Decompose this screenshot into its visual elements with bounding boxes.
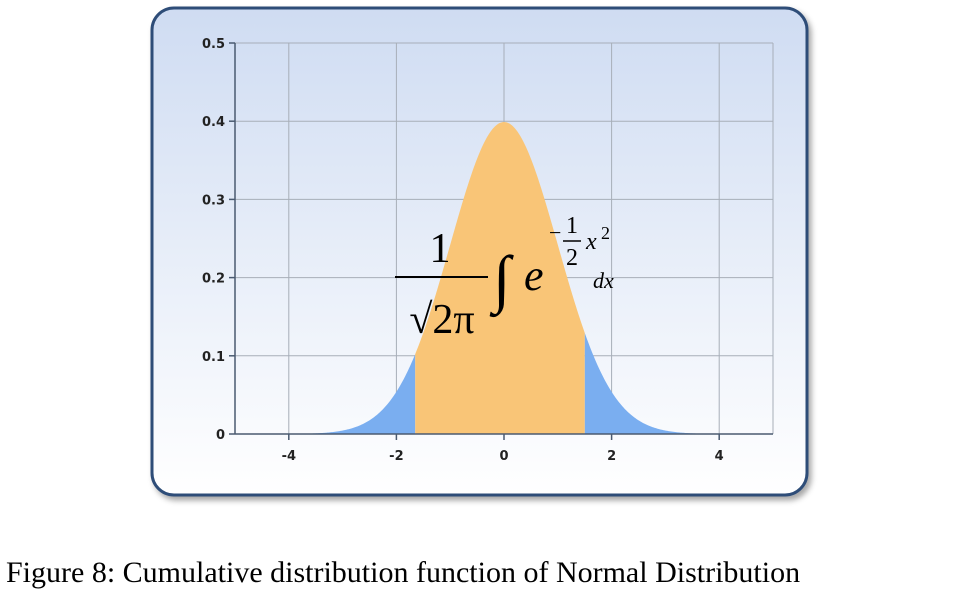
formula-exponent-minus: −	[549, 220, 561, 245]
x-tick-label: 0	[499, 449, 508, 464]
y-tick-label: 0.2	[202, 272, 225, 287]
y-tick-label: 0	[216, 428, 225, 443]
formula: 1 √2π ∫ e − 1 2 x 2 dx	[395, 213, 614, 343]
x-tick-labels: -4 -2 0 2 4	[282, 449, 724, 464]
y-tick-label: 0.1	[202, 350, 225, 365]
formula-exponent-numerator: 1	[566, 213, 578, 239]
x-tick-label: 4	[715, 449, 724, 464]
center-area	[415, 122, 585, 434]
formula-integral: ∫	[489, 243, 514, 318]
formula-denominator: √2π	[409, 297, 474, 343]
y-tick-label: 0.4	[202, 115, 225, 130]
formula-differential: dx	[593, 268, 614, 293]
axes	[229, 42, 773, 440]
y-tick-labels: 0 0.1 0.2 0.3 0.4 0.5	[202, 37, 225, 443]
x-tick-label: -4	[282, 449, 296, 464]
figure-caption: Figure 8: Cumulative distribution functi…	[6, 556, 801, 589]
formula-numerator: 1	[430, 226, 451, 272]
left-tail-area	[235, 354, 416, 434]
x-tick-label: -2	[389, 449, 403, 464]
formula-exponent-denominator: 2	[566, 245, 578, 271]
density-areas	[235, 122, 773, 434]
formula-exponent-power: 2	[601, 223, 610, 243]
x-tick-label: 2	[607, 449, 616, 464]
formula-exponential-base: e	[524, 251, 544, 300]
right-tail-area	[584, 332, 773, 434]
y-tick-label: 0.3	[202, 193, 225, 208]
y-tick-label: 0.5	[202, 37, 225, 52]
formula-exponent-variable: x	[585, 229, 597, 255]
